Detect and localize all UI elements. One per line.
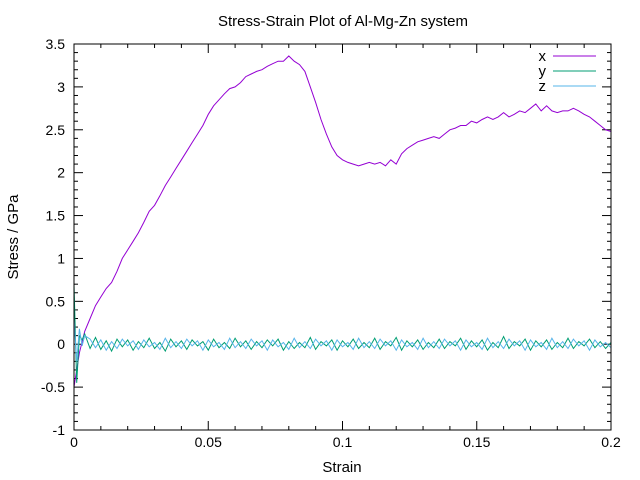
- tick-labels-layer: 0 0.05 0.1 0.15 0.2 -1 -0.5 0 0.5 1 1.5 2 2.5 3 3.5: [41, 36, 621, 450]
- y-tick-label: 0: [57, 336, 65, 352]
- legend-label-z: z: [539, 78, 547, 95]
- legend: xyz: [539, 48, 596, 95]
- y-tick-label: 1.5: [46, 208, 66, 224]
- series-line-z: [73, 318, 612, 362]
- y-tick-label: -0.5: [41, 379, 65, 395]
- y-tick-label: 0.5: [46, 293, 66, 309]
- series-line-x: [73, 55, 612, 388]
- y-tick-label: 3: [57, 79, 65, 95]
- series-line-y: [73, 284, 612, 383]
- series-layer: [73, 55, 612, 388]
- y-tick-label: 2: [57, 165, 65, 181]
- legend-label-x: x: [539, 48, 547, 65]
- x-tick-label: 0.2: [601, 434, 621, 450]
- x-axis-label: Strain: [322, 459, 361, 476]
- y-axis-label: Stress / GPa: [5, 194, 22, 280]
- legend-label-y: y: [539, 63, 547, 80]
- y-tick-label: -1: [53, 422, 66, 438]
- x-tick-label: 0.05: [195, 434, 222, 450]
- plot-frame: [73, 43, 612, 431]
- y-tick-label: 3.5: [46, 36, 66, 52]
- x-tick-label: 0: [70, 434, 78, 450]
- chart-title: Stress-Strain Plot of Al-Mg-Zn system: [218, 13, 468, 30]
- x-tick-label: 0.1: [333, 434, 353, 450]
- x-tick-label: 0.15: [463, 434, 490, 450]
- y-tick-label: 1: [57, 250, 65, 266]
- y-tick-label: 2.5: [46, 122, 66, 138]
